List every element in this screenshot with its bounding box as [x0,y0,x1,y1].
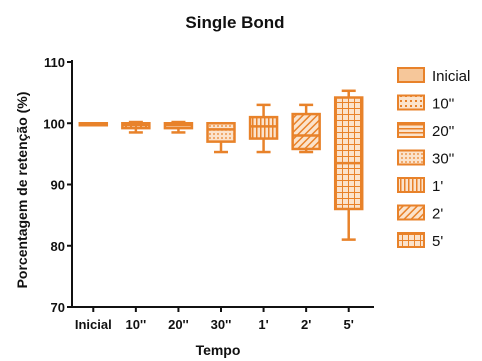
y-axis-label: Porcentagem de retenção (%) [14,92,30,289]
legend-swatch [397,177,425,193]
legend-label: 1' [432,178,443,195]
box-3 [163,120,194,134]
legend-label: 5' [432,233,443,250]
legend-label: 20'' [432,123,455,140]
x-tick-label: Inicial [75,317,112,332]
x-tick-label: 30'' [211,317,232,332]
y-tick-label: 100 [43,116,65,131]
box-6 [291,103,321,154]
y-tick-label: 80 [51,239,65,254]
box-4 [206,122,236,154]
x-tick-label: 2' [301,317,311,332]
box-body [248,115,279,140]
box-1 [78,122,109,127]
legend-label: 2' [432,206,443,223]
axes [71,60,374,308]
legend-swatch [397,94,425,111]
y-axis-ticks: 70 80 90 100 110 [43,55,72,315]
box-body [206,122,236,143]
box-body [291,112,321,151]
x-axis-label: Tempo [196,342,241,358]
y-tick-label: 110 [44,55,65,70]
legend-swatch [397,149,425,166]
legend-label: 10'' [432,96,455,113]
x-tick-label: 5' [344,317,354,332]
box-series [78,89,364,241]
legend-swatch [397,232,425,248]
x-tick-label: 20'' [168,317,189,332]
legend-label: Inicial [432,68,470,85]
box-2 [121,120,151,134]
box-7 [333,89,364,241]
legend-label: 30'' [432,151,455,168]
legend-swatch [397,122,425,138]
y-tick-label: 90 [51,178,65,193]
x-tick-label: 10'' [126,317,147,332]
legend-swatch [397,204,425,221]
legend-swatch [397,67,425,83]
y-tick-label: 70 [51,300,65,315]
x-axis-ticks: Inicial 10'' 20'' 30'' 1' 2' 5' [75,307,354,332]
chart-title: Single Bond [185,13,284,32]
box-body [333,96,364,211]
x-tick-label: 1' [258,317,268,332]
box-5 [248,103,279,154]
legend: Inicial 10'' 20'' 30'' 1' 2' 5' [397,67,470,250]
